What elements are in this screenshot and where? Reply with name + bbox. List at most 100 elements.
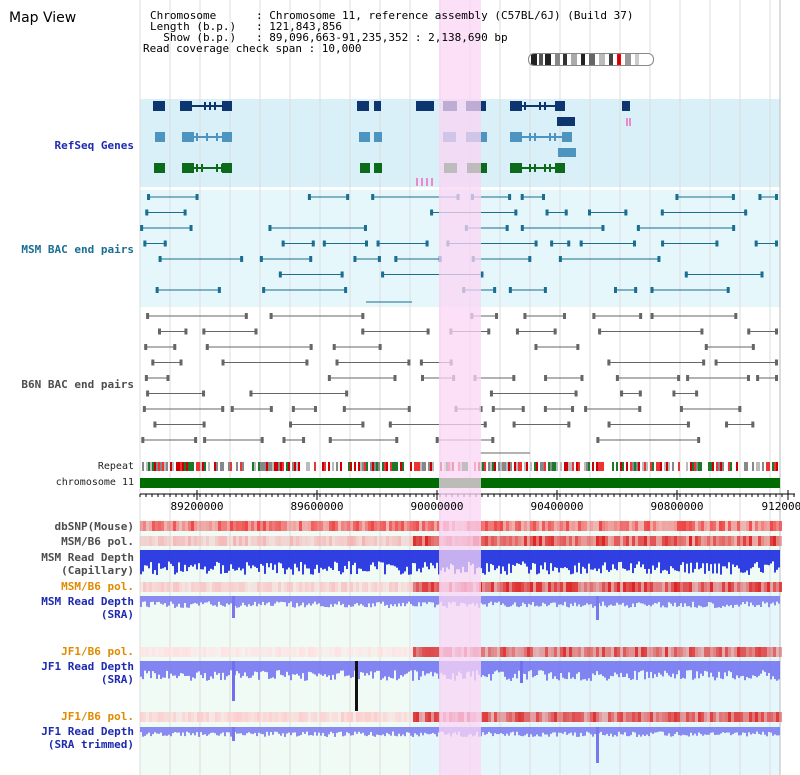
jf1-b6-polymorphism [152,647,155,657]
jf1-b6-polymorphism [680,712,683,722]
jf1-depth-sra-bar [166,661,168,671]
msm-depth-capillary-bar [552,550,554,571]
msm-depth-sra-bar [498,596,500,602]
msm-bac-pair-end [217,287,221,293]
jf1-depth-trimmed-bar [310,727,312,735]
jf1-b6-polymorphism [632,712,635,722]
jf1-b6-polymorphism [287,647,290,657]
msm-b6-polymorphism [170,536,173,546]
msm-depth-sra-bar [754,596,756,607]
jf1-depth-trimmed-bar [356,727,358,734]
repeat-element [506,462,508,471]
repeat-element [508,462,510,471]
msm-depth-capillary-bar [618,550,620,563]
msm-depth-sra-bar [632,596,634,604]
jf1-depth-sra-bar [574,661,576,680]
repeat-element [376,462,378,471]
b6n-bac-pair-end [751,421,755,428]
jf1-depth-sra-bar [484,661,486,677]
axis-tick-label: 89600000 [290,500,344,513]
jf1-depth-trimmed-bar [770,727,772,733]
chromosome-ideogram[interactable] [528,53,654,66]
msm-b6-polymorphism [758,582,761,592]
track-label-msm-read-depth-sra: MSM Read Depth (SRA) [41,595,134,621]
jf1-b6-polymorphism [398,647,401,657]
msm-b6-polymorphism [410,536,413,546]
msm-b6-polymorphism [701,536,704,546]
msm-b6-polymorphism [665,536,668,546]
gene-exon [155,132,165,142]
jf1-depth-sra-bar [326,661,328,677]
msm-depth-sra-bar [628,596,630,608]
dbsnp-density [254,521,257,531]
msm-b6-polymorphism [695,582,698,592]
dbsnp-density [509,521,512,531]
msm-b6-polymorphism [260,536,263,546]
jf1-b6-polymorphism [599,647,602,657]
msm-b6-polymorphism [614,536,617,546]
jf1-depth-sra-bar [228,661,230,676]
msm-depth-capillary-bar [568,550,570,571]
msm-depth-capillary-bar [500,550,502,574]
gene-exon [374,132,382,142]
msm-depth-capillary-bar [348,550,350,562]
jf1-b6-polymorphism [668,647,671,657]
jf1-depth-trimmed-bar [552,727,554,733]
track-label-b6n-bac[interactable]: B6N BAC end pairs [21,378,134,391]
msm-depth-capillary-bar [398,550,400,571]
jf1-depth-trimmed-bar [738,727,740,736]
jf1-b6-polymorphism [260,712,263,722]
track-label-refseq[interactable]: RefSeq Genes [54,139,134,152]
jf1-b6-polymorphism [770,712,773,722]
repeat-element [666,462,668,471]
repeat-element [716,462,718,471]
dbsnp-density [572,521,575,531]
msm-depth-capillary-bar [230,550,232,565]
msm-depth-sra-bar [252,596,254,606]
repeat-element [364,462,366,471]
msm-b6-polymorphism [266,582,269,592]
jf1-b6-polymorphism [698,712,701,722]
jf1-b6-polymorphism [329,712,332,722]
msm-depth-capillary-bar [540,550,542,566]
msm-depth-sra-bar [752,596,754,606]
msm-depth-capillary-bar [156,550,158,575]
jf1-b6-polymorphism [362,712,365,722]
jf1-b6-polymorphism [542,647,545,657]
msm-depth-capillary-bar [522,550,524,562]
repeat-element [150,462,152,471]
jf1-depth-trimmed-bar [562,727,564,734]
msm-b6-polymorphism [536,582,539,592]
jf1-b6-polymorphism [389,712,392,722]
jf1-depth-sra-bar [260,661,262,672]
jf1-b6-polymorphism [740,712,743,722]
jf1-depth-sra-bar [176,661,178,679]
msm-b6-polymorphism [584,536,587,546]
jf1-b6-polymorphism [485,712,488,722]
msm-depth-sra-bar [264,596,266,606]
b6n-bac-pair-end [523,313,527,319]
dbsnp-density [551,521,554,531]
msm-depth-capillary-bar [672,550,674,569]
jf1-b6-polymorphism [554,647,557,657]
msm-b6-polymorphism [383,582,386,592]
msm-b6-polymorphism [731,536,734,546]
msm-depth-capillary-bar [252,550,254,566]
track-label-msm-bac[interactable]: MSM BAC end pairs [21,243,134,256]
jf1-depth-sra-bar [140,661,142,677]
dbsnp-density [506,521,509,531]
msm-depth-sra-bar [170,596,172,602]
repeat-element [650,462,652,471]
jf1-depth-trimmed-bar [352,727,354,736]
repeat-element [266,462,268,471]
jf1-b6-polymorphism [224,647,227,657]
b6n-bac-pair-end [309,344,313,350]
msm-depth-sra-bar [398,596,400,604]
msm-b6-polymorphism [338,582,341,592]
msm-b6-polymorphism [164,536,167,546]
jf1-b6-polymorphism [221,712,224,722]
repeat-element [184,462,186,471]
jf1-depth-trimmed-bar [626,727,628,737]
jf1-b6-polymorphism [143,647,146,657]
